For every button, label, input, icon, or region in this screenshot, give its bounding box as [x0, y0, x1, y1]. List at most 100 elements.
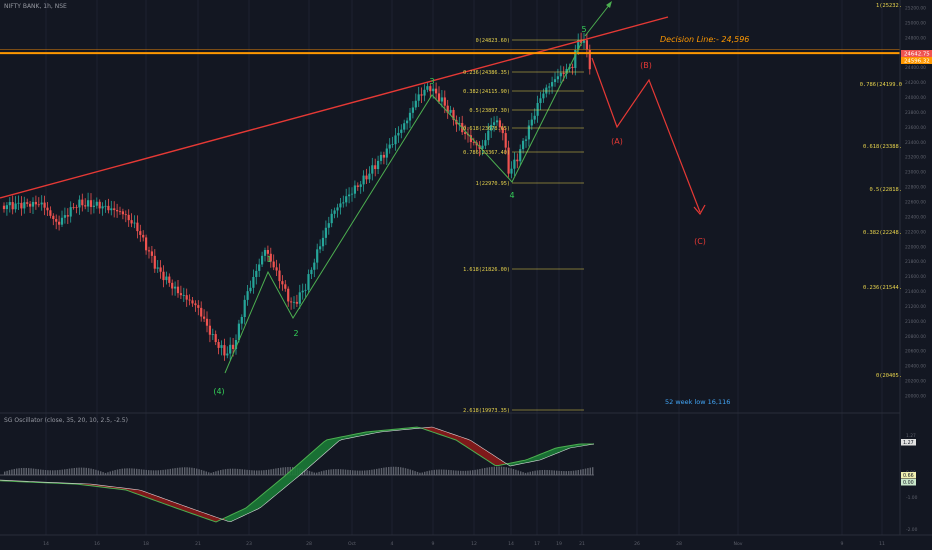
osc-histogram-bar: [217, 470, 219, 475]
osc-tag-bg: [901, 479, 916, 486]
osc-cloud: [465, 438, 468, 448]
osc-cloud: [267, 488, 270, 503]
osc-cloud: [207, 513, 210, 520]
osc-histogram-bar: [373, 469, 375, 475]
osc-histogram-bar: [275, 468, 277, 475]
osc-histogram-bar: [539, 470, 541, 475]
osc-histogram-bar: [524, 472, 527, 475]
osc-histogram-bar: [121, 468, 123, 475]
osc-histogram-bar: [140, 469, 143, 475]
osc-histogram-bar: [388, 466, 390, 475]
osc-cloud: [243, 508, 246, 516]
candle-body: [510, 168, 513, 174]
osc-cloud: [336, 437, 339, 444]
candle-body: [188, 299, 191, 301]
candle-body: [559, 72, 562, 77]
candle-body: [121, 211, 124, 215]
candle-body: [266, 249, 269, 254]
candle-body: [118, 211, 122, 213]
osc-histogram-bar: [8, 470, 11, 475]
osc-histogram-bar: [282, 467, 284, 475]
osc-histogram-bar: [404, 468, 407, 475]
osc-histogram-bar: [376, 468, 378, 475]
candle-body: [31, 201, 35, 207]
wave-label: (4): [213, 387, 224, 396]
candle-body: [95, 201, 98, 206]
osc-cloud: [189, 507, 192, 514]
candle-body: [104, 205, 107, 207]
osc-histogram-bar: [107, 472, 109, 475]
candle-body: [263, 249, 267, 256]
osc-histogram-bar: [265, 469, 267, 475]
candle-body: [385, 148, 388, 158]
right-fib-label: 1(25232.: [876, 3, 902, 9]
osc-cloud: [249, 503, 252, 514]
candle-body: [258, 264, 261, 271]
candle-body: [432, 88, 435, 92]
osc-histogram-bar: [88, 468, 90, 475]
osc-cloud: [486, 450, 489, 462]
osc-histogram-bar: [258, 470, 260, 475]
osc-histogram-bar: [462, 470, 464, 475]
candle-body: [452, 109, 455, 120]
candle-body: [147, 250, 151, 252]
osc-histogram-bar: [78, 467, 80, 475]
osc-histogram-bar: [380, 468, 383, 475]
osc-histogram-bar: [337, 469, 339, 475]
candle-body: [571, 66, 574, 68]
candle-body: [481, 145, 484, 149]
candle-body: [539, 98, 542, 104]
osc-histogram-bar: [436, 469, 438, 475]
candle-body: [92, 205, 95, 207]
osc-cloud: [366, 431, 369, 435]
osc-cloud: [240, 509, 243, 518]
osc-tag-bg: [901, 439, 916, 446]
abc-projection-arrowhead: [693, 204, 706, 216]
y-tick-label: 22400.00: [905, 214, 926, 220]
candle-body: [379, 154, 383, 161]
y-tick-label: 20600.00: [905, 349, 926, 355]
osc-histogram-bar: [467, 470, 469, 475]
candle-body: [522, 140, 525, 150]
osc-histogram-bar: [150, 470, 152, 475]
osc-histogram-bar: [35, 468, 37, 475]
osc-cloud: [195, 509, 198, 516]
osc-histogram-bar: [112, 470, 114, 475]
y-tick-label: 23600.00: [905, 125, 926, 131]
candle-body: [269, 253, 272, 262]
osc-histogram-bar: [515, 469, 517, 475]
x-tick-label: 17: [534, 541, 540, 547]
osc-histogram-bar: [143, 469, 145, 475]
osc-histogram-bar: [172, 468, 174, 475]
osc-histogram-bar: [76, 467, 78, 475]
osc-histogram-bar: [246, 469, 248, 475]
candle-body: [162, 271, 165, 281]
osc-histogram-bar: [236, 468, 239, 475]
osc-histogram-bar: [148, 470, 150, 475]
osc-histogram-bar: [496, 466, 498, 475]
candle-body: [498, 120, 501, 128]
candle-body: [472, 142, 475, 143]
osc-histogram-bar: [508, 467, 510, 475]
osc-histogram-bar: [66, 468, 68, 475]
candle-body: [350, 193, 354, 195]
osc-cloud: [231, 513, 234, 522]
x-tick-label: 28: [676, 541, 682, 547]
y-tick-label: 24200.00: [905, 80, 926, 86]
osc-histogram-bar: [83, 467, 85, 475]
osc-histogram-bar: [455, 470, 457, 475]
candle-body: [484, 140, 487, 146]
osc-histogram-bar: [97, 470, 99, 475]
candle-body: [63, 215, 66, 218]
osc-histogram-bar: [335, 469, 337, 475]
y-tick-label: 20000.00: [905, 394, 926, 400]
osc-histogram-bar: [352, 470, 354, 475]
wave-label: 2: [293, 329, 298, 338]
osc-cloud: [300, 460, 303, 475]
candle-body: [368, 173, 371, 180]
osc-histogram-bar: [179, 467, 181, 475]
osc-cloud: [294, 465, 297, 480]
x-tick-label: Oct: [348, 541, 356, 547]
right-fib-label: 0.382(22248.: [863, 230, 902, 236]
candle-body: [527, 125, 530, 140]
